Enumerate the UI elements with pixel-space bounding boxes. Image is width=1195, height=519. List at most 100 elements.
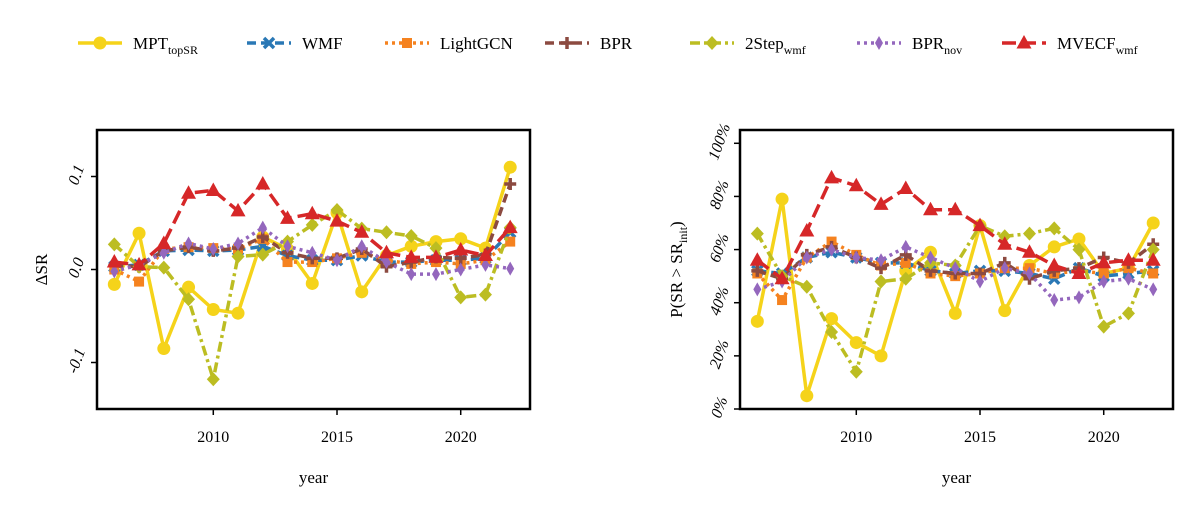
data-point-mvecf	[403, 249, 419, 263]
data-point-twostep	[1072, 242, 1086, 257]
data-point-twostep	[454, 290, 468, 305]
data-point-bprnov	[926, 250, 935, 265]
legend-label-bpr: BPR	[600, 34, 633, 53]
legend-item-wmf: WMF	[247, 34, 343, 53]
y-axis-label: ΔSR	[32, 253, 51, 285]
data-point-bprnov	[901, 239, 910, 254]
data-point-mvecf	[428, 249, 444, 263]
data-point-twostep	[1022, 226, 1036, 241]
legend: MPTtopSR WMF LightGCN BPR 2Stepwmf BPRnov MVEC…	[78, 34, 1138, 57]
legend-label-sub: nov	[944, 43, 962, 57]
data-point-mpt	[182, 280, 196, 294]
data-point-twostep	[157, 260, 171, 275]
legend-label-main: 2Step	[745, 34, 784, 53]
data-point-mvecf	[1071, 265, 1087, 279]
data-point-bprnov	[184, 236, 193, 251]
data-point-mvecf	[477, 247, 493, 262]
data-point-bprnov	[976, 274, 985, 289]
data-point-mvecf	[280, 210, 296, 224]
data-point-mpt	[775, 192, 789, 206]
data-point-bprnov	[159, 245, 168, 260]
legend-label-lightgcn: LightGCN	[440, 34, 513, 53]
legend-label-main: BPR	[912, 34, 945, 53]
data-point-twostep	[750, 226, 764, 241]
data-point-mvecf	[329, 213, 345, 227]
x-axis-label: year	[942, 468, 972, 487]
data-point-mvecf	[774, 270, 790, 285]
data-point-twostep	[206, 372, 220, 387]
data-point-twostep	[478, 287, 492, 302]
data-point-bprnov	[827, 242, 836, 257]
data-point-lightgcn	[282, 257, 293, 268]
legend-item-twostep: 2Stepwmf	[690, 34, 806, 57]
x-tick-label: 2020	[1088, 429, 1120, 446]
data-point-mpt	[948, 306, 962, 320]
data-point-bprnov	[333, 253, 342, 268]
data-point-mvecf	[181, 185, 197, 199]
legend-label-sub: topSR	[168, 43, 198, 57]
x-tick-label: 2015	[964, 429, 996, 446]
data-point-mvecf	[1120, 252, 1136, 266]
data-point-bprnov	[481, 257, 490, 272]
data-point-mvecf	[824, 169, 840, 184]
y-tick-label: 0.0	[65, 256, 88, 281]
legend-item-lightgcn: LightGCN	[385, 34, 513, 53]
data-point-twostep	[849, 364, 863, 379]
legend-marker-mvecf	[1016, 35, 1032, 49]
data-point-twostep	[231, 249, 245, 264]
legend-marker-bprnov	[875, 36, 883, 50]
data-point-bprnov	[1025, 266, 1034, 281]
data-point-mpt	[132, 226, 146, 240]
data-point-bprnov	[1099, 274, 1108, 289]
data-point-mvecf	[304, 205, 320, 220]
legend-label-main: MVECF	[1057, 34, 1116, 53]
data-point-bprnov	[382, 255, 391, 270]
data-point-twostep	[1047, 221, 1061, 236]
series-line-twostep	[755, 223, 1155, 374]
data-point-mvecf	[923, 201, 939, 216]
series-line-bprnov	[113, 225, 511, 276]
data-point-bprnov	[308, 245, 317, 260]
legend-item-bprnov: BPRnov	[857, 34, 962, 57]
data-point-twostep	[1121, 306, 1135, 321]
series-mvecf	[749, 169, 1161, 285]
data-point-bprnov	[852, 250, 861, 265]
legend-label-sub: wmf	[784, 43, 806, 57]
data-point-bprnov	[1124, 271, 1133, 286]
chart-probability-sr: 2010 2015 2020 0% 20% 40% 60% 80% 100% year P(SR >…	[667, 121, 1175, 487]
data-point-mvecf	[453, 241, 469, 256]
data-point-bprnov	[431, 267, 440, 282]
data-point-bprnov	[753, 282, 762, 297]
y-tick-label: 0.1	[65, 163, 88, 188]
data-point-mvecf	[1096, 254, 1112, 269]
data-point-mpt	[157, 342, 171, 356]
data-point-mpt	[874, 349, 888, 363]
data-point-mvecf	[502, 219, 518, 234]
data-point-mvecf	[997, 236, 1013, 250]
data-point-mvecf	[947, 201, 963, 216]
y-tick-label: 20%	[707, 338, 733, 371]
legend-marker-twostep	[705, 36, 719, 50]
data-point-mpt	[750, 314, 764, 328]
legend-label-main: BPR	[600, 34, 633, 53]
data-point-bprnov	[110, 264, 119, 279]
y-tick-label: 80%	[707, 178, 733, 211]
data-point-twostep	[305, 217, 319, 232]
x-tick-label: 2020	[445, 429, 477, 446]
data-point-twostep	[182, 292, 196, 307]
data-point-lightgcn	[777, 295, 788, 306]
data-point-bpr	[504, 177, 517, 190]
data-point-mpt	[1047, 240, 1061, 254]
y-tick-label: 60%	[707, 231, 733, 264]
series-line-bpr	[756, 242, 1155, 281]
data-point-mpt	[454, 232, 468, 246]
data-point-bprnov	[456, 262, 465, 277]
series-line-twostep	[113, 208, 512, 381]
chart-delta-sr: 2010 2015 2020 0.1 0.0 -0.1 year ΔSR	[32, 128, 532, 487]
data-point-mvecf	[156, 235, 172, 249]
y-tick-label: 40%	[707, 284, 733, 317]
data-point-lightgcn	[1148, 268, 1159, 279]
series-twostep	[750, 218, 1160, 379]
data-point-bprnov	[951, 261, 960, 276]
data-point-mpt	[107, 277, 121, 291]
